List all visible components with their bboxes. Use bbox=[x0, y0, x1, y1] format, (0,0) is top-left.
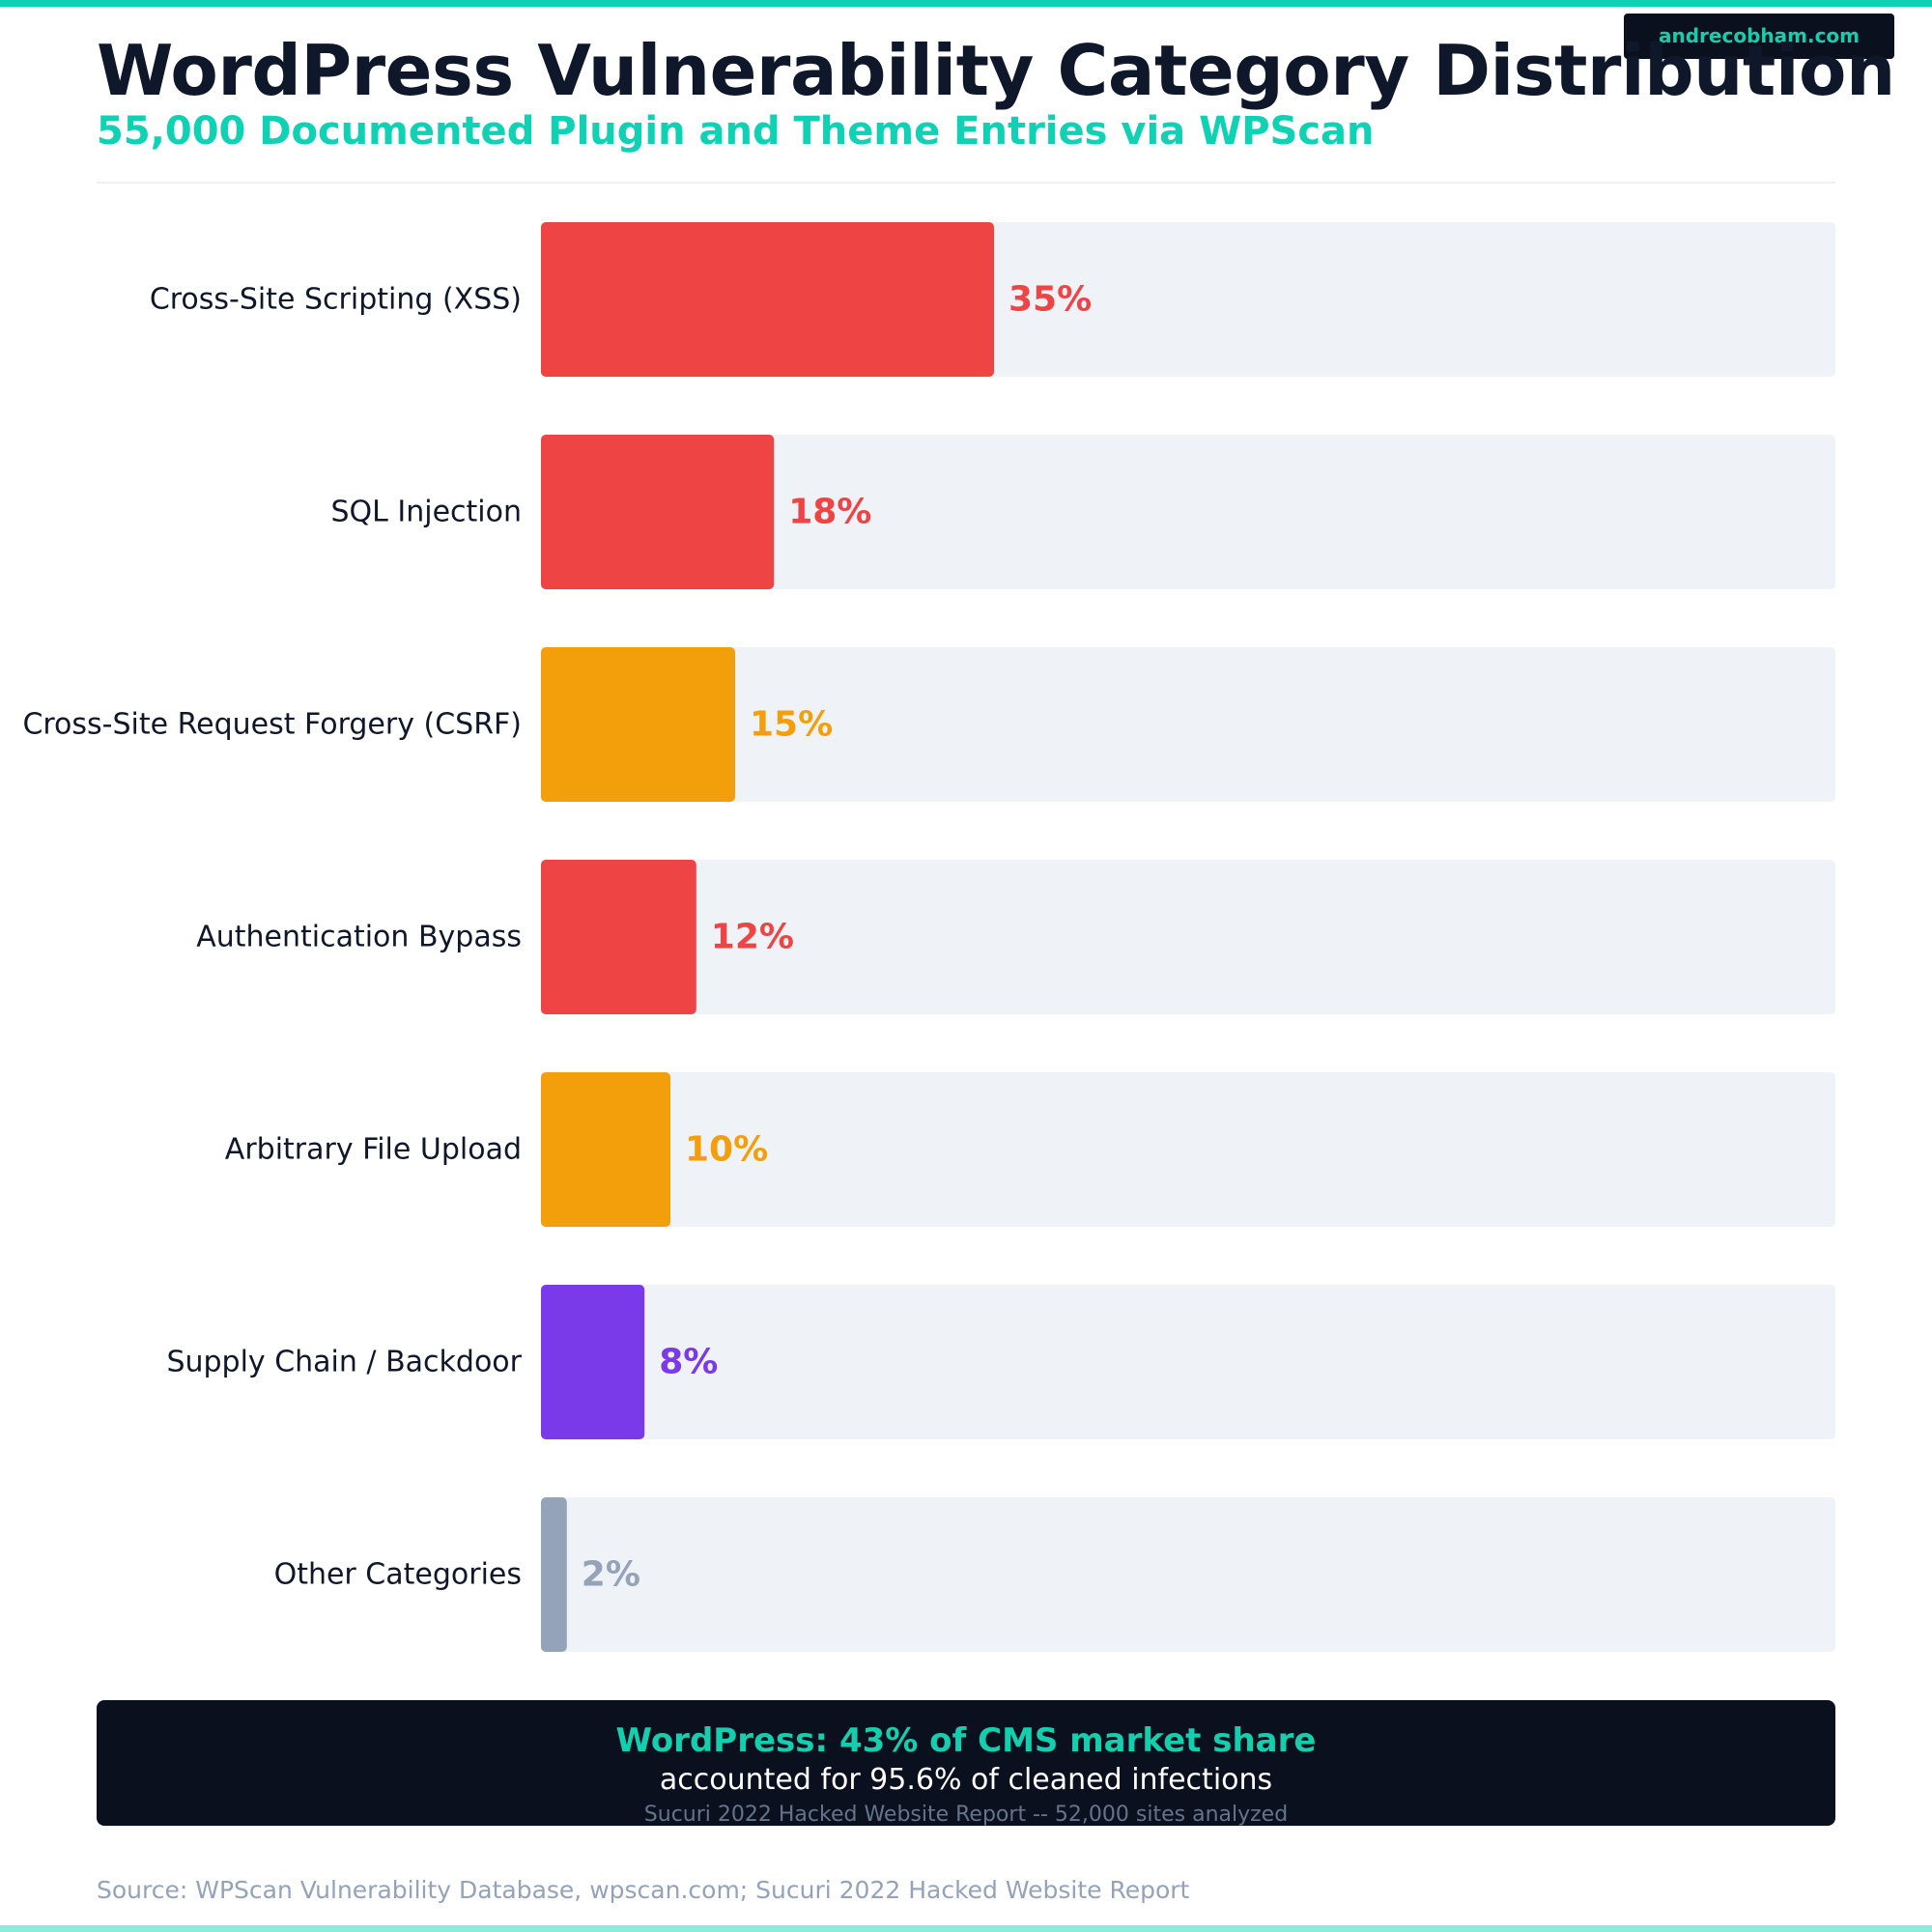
bar-track bbox=[541, 1497, 1835, 1652]
bar-3 bbox=[541, 860, 696, 1014]
stat-body: accounted for 95.6% of cleaned infection… bbox=[659, 1763, 1273, 1797]
category-label: Cross-Site Scripting (XSS) bbox=[150, 283, 522, 317]
bottom-accent-bar bbox=[0, 1925, 1932, 1932]
category-label: Supply Chain / Backdoor bbox=[166, 1346, 522, 1379]
bar-track bbox=[541, 647, 1835, 802]
category-label: SQL Injection bbox=[330, 496, 522, 529]
bar-track bbox=[541, 1285, 1835, 1439]
bar-track bbox=[541, 1072, 1835, 1227]
value-label: 18% bbox=[788, 493, 871, 532]
value-label: 12% bbox=[711, 918, 794, 957]
header-divider bbox=[97, 182, 1835, 184]
top-accent-bar bbox=[0, 0, 1932, 7]
value-label: 2% bbox=[582, 1555, 640, 1595]
value-label: 8% bbox=[659, 1343, 718, 1382]
stat-headline: WordPress: 43% of CMS market share bbox=[615, 1721, 1317, 1760]
source-note: Source: WPScan Vulnerability Database, w… bbox=[97, 1876, 1190, 1904]
value-label: 15% bbox=[750, 705, 833, 745]
bar-track bbox=[541, 435, 1835, 589]
brand-badge[interactable]: andrecobham.com bbox=[1624, 14, 1894, 59]
bar-4 bbox=[541, 1072, 670, 1227]
stat-callout-box: WordPress: 43% of CMS market share accou… bbox=[97, 1700, 1835, 1826]
value-label: 35% bbox=[1009, 280, 1092, 320]
category-label: Cross-Site Request Forgery (CSRF) bbox=[22, 708, 522, 742]
bar-5 bbox=[541, 1285, 645, 1439]
category-label: Authentication Bypass bbox=[196, 921, 522, 954]
bar-6 bbox=[541, 1497, 567, 1652]
stat-note: Sucuri 2022 Hacked Website Report -- 52,… bbox=[643, 1803, 1289, 1826]
chart-subtitle: 55,000 Documented Plugin and Theme Entri… bbox=[97, 109, 1375, 154]
bar-2 bbox=[541, 647, 735, 802]
bar-chart: Cross-Site Scripting (XSS) 35% SQL Injecti… bbox=[22, 222, 1835, 1652]
chart-title: WordPress Vulnerability Category Distrib… bbox=[97, 30, 1895, 111]
bar-track bbox=[541, 860, 1835, 1014]
bar-0 bbox=[541, 222, 994, 377]
category-label: Other Categories bbox=[274, 1558, 522, 1592]
value-label: 10% bbox=[685, 1130, 768, 1170]
bar-1 bbox=[541, 435, 775, 589]
category-label: Arbitrary File Upload bbox=[225, 1133, 522, 1167]
